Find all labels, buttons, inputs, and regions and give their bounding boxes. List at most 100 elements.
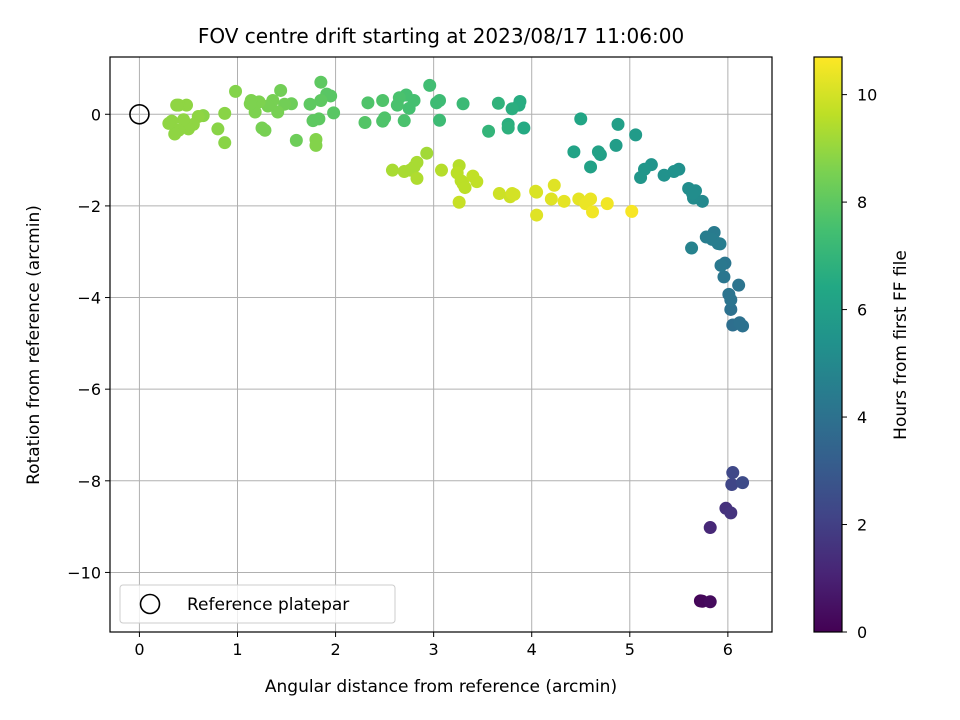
x-tick-label: 0 [134,640,144,659]
data-point [168,127,182,141]
data-point [586,205,600,219]
data-point [211,122,225,136]
data-point [724,302,738,316]
data-point [390,98,404,112]
data-point [517,121,531,135]
x-tick-label: 4 [527,640,537,659]
data-point [507,187,521,201]
colorbar-tick-label: 6 [857,301,867,320]
colorbar-tick-label: 2 [857,516,867,535]
data-point [482,124,496,138]
data-point [376,114,390,128]
data-point [584,192,598,206]
data-point [433,113,447,127]
y-tick-label: −4 [77,289,101,308]
plot-area-frame [109,56,773,633]
x-tick-label: 2 [330,640,340,659]
data-point [733,316,747,330]
y-tick-label: −10 [67,563,101,582]
data-point [714,258,728,272]
data-point [634,170,648,184]
colorbar: 0 2 4 6 8 10 Hours from first FF file [813,56,911,642]
colorbar-tick-label: 4 [857,408,867,427]
colorbar-ticks: 0 2 4 6 8 10 [842,86,877,642]
data-point [736,476,750,490]
data-point [271,105,285,119]
y-tick-label: −8 [77,472,101,491]
data-point [629,128,643,142]
data-point [243,97,257,111]
chart-title: FOV centre drift starting at 2023/08/17 … [198,24,684,48]
data-point [591,145,605,159]
x-tick-label: 1 [232,640,242,659]
data-point [611,117,625,131]
data-point [452,195,466,209]
data-point [574,112,588,126]
data-point [306,114,320,128]
data-point [402,101,416,115]
y-axis: −10 −8 −6 −4 −2 0 [67,105,110,582]
data-point [218,106,232,120]
grid [110,57,772,632]
colorbar-label: Hours from first FF file [891,250,911,440]
data-point [491,96,505,110]
data-point [410,171,424,185]
data-point [170,98,184,112]
data-point [505,102,519,116]
data-point [229,84,243,98]
data-point [385,163,399,177]
data-point [314,75,328,89]
colorbar-frame [813,56,843,633]
data-point [584,160,598,174]
data-points [129,75,750,609]
data-point [289,133,303,147]
x-tick-label: 6 [723,640,733,659]
data-point [657,168,671,182]
data-point [544,192,558,206]
data-point [686,187,700,201]
data-point [567,145,581,159]
data-point [625,204,639,218]
data-point [274,83,288,97]
colorbar-tick-label: 10 [857,86,877,105]
data-point [434,163,448,177]
data-point [685,241,699,255]
data-point [600,197,614,211]
data-point [557,194,571,208]
data-point [501,121,515,135]
y-tick-label: −6 [77,380,101,399]
data-point [456,97,470,111]
x-tick-label: 5 [625,640,635,659]
data-point [303,97,317,111]
legend-marker-reference [139,593,161,615]
x-axis: 0 1 2 3 4 5 6 [134,632,733,659]
data-point [667,165,681,179]
data-point [717,270,731,284]
data-point [430,96,444,110]
y-tick-label: 0 [91,105,101,124]
data-point [397,114,411,128]
reference-point-marker [129,103,150,125]
data-point [492,187,506,201]
colorbar-gradient [814,57,842,632]
data-point [722,287,736,301]
data-point [458,181,472,195]
data-point [177,113,191,127]
data-point [309,138,323,152]
data-point [724,506,738,520]
data-point [361,96,375,110]
legend: Reference platepar [119,584,396,624]
data-point [732,278,746,292]
data-point [423,78,437,92]
x-axis-label: Angular distance from reference (arcmin) [265,677,617,697]
data-point [358,116,372,130]
data-point [530,185,544,199]
data-point [397,165,411,179]
data-point [470,175,484,189]
data-point [713,237,727,251]
legend-box [119,584,396,624]
data-point [218,136,232,150]
legend-entry-reference: Reference platepar [187,595,349,615]
y-axis-label: Rotation from reference (arcmin) [24,205,44,485]
